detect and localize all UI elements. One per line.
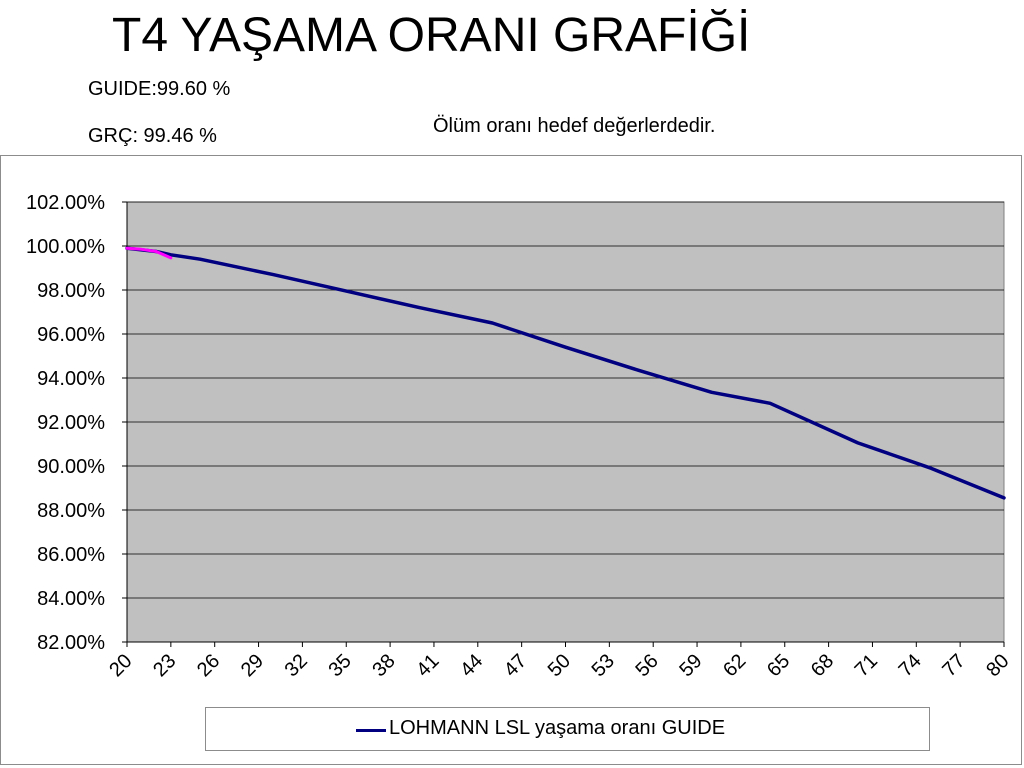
series-line-actual [125,246,173,260]
series-line-guide [125,246,1006,500]
page-title: T4 YAŞAMA ORANI GRAFİĞİ [112,9,751,62]
x-tick-label: 71 [851,650,882,681]
x-tick-label: 62 [719,650,750,681]
x-tick-label: 41 [412,650,443,681]
x-tick-label: 32 [281,650,312,681]
y-tick-label: 84.00% [37,588,105,610]
y-tick-label: 94.00% [37,368,105,390]
x-tick-label: 20 [105,650,136,681]
x-tick-label: 23 [149,650,180,681]
x-tick-label: 47 [500,650,531,681]
legend-label-guide: LOHMANN LSL yaşama oranı GUIDE [389,717,726,739]
guide-note: GUIDE:99.60 % [88,78,231,100]
y-tick-label: 102.00% [26,192,105,214]
x-tick-label: 38 [368,650,399,681]
y-tick-label: 92.00% [37,412,105,434]
y-tick-label: 96.00% [37,324,105,346]
x-tick-label: 68 [807,650,838,681]
chart-legend: LOHMANN LSL yaşama oranı GUIDE [205,707,930,751]
y-tick-label: 90.00% [37,456,105,478]
x-tick-label: 35 [324,650,355,681]
y-tick-label: 86.00% [37,544,105,566]
x-tick-label: 44 [456,650,487,681]
chart-frame: 102.00% 100.00% 98.00% 96.00% 94.00% 92.00% 90… [0,155,1022,765]
y-tick-label: 88.00% [37,500,105,522]
x-tick-label: 65 [763,650,794,681]
x-tick-label: 59 [675,650,706,681]
line-chart: 102.00% 100.00% 98.00% 96.00% 94.00% 92.00% 90… [26,192,1014,681]
x-tick-label: 77 [938,650,969,681]
x-tick-label: 26 [193,650,224,681]
status-note: Ölüm oranı hedef değerlerdedir. [433,115,716,137]
x-tick-label: 56 [631,650,662,681]
legend-swatch-guide [356,729,386,732]
x-tick-label: 50 [544,650,575,681]
x-tick-label: 29 [237,650,268,681]
x-tick-label: 80 [982,650,1013,681]
y-tick-label: 82.00% [37,632,105,654]
x-tick-label: 74 [895,650,926,681]
y-tick-label: 100.00% [26,236,105,258]
grc-note: GRÇ: 99.46 % [88,125,217,147]
y-tick-label: 98.00% [37,280,105,302]
x-tick-label: 53 [588,650,619,681]
